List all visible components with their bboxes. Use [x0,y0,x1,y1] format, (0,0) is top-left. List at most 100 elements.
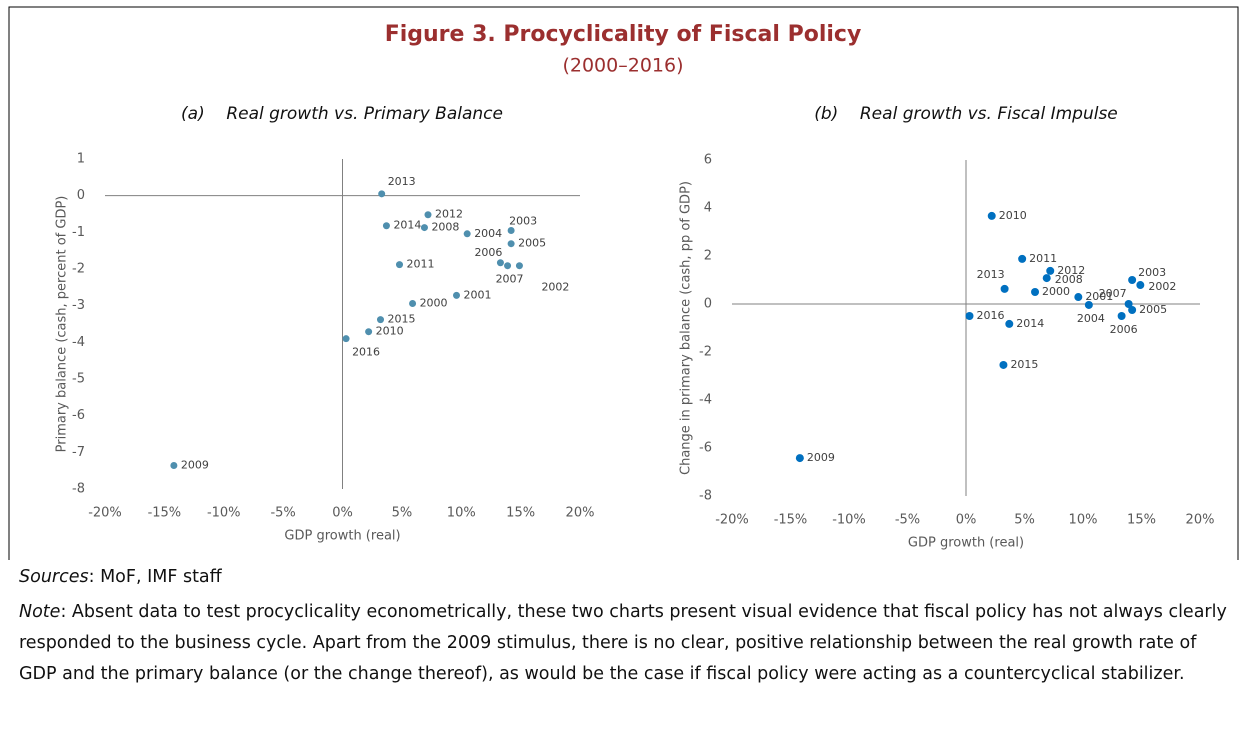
point-label: 2011 [1029,252,1057,265]
point-label: 2009 [807,451,835,464]
point [504,262,512,270]
point [1124,300,1133,308]
x-tick-label: 10% [1069,513,1098,528]
y-tick-label: -2 [699,345,712,360]
x-tick-label: 5% [392,506,413,521]
x-tick-label: 15% [1127,513,1156,528]
y-tick-label: -7 [72,445,85,460]
x-tick-label: 15% [506,506,535,521]
point-label: 2006 [474,246,502,259]
point [965,312,974,320]
point-label: 2008 [431,221,459,234]
x-axis-title: GDP growth (real) [908,536,1024,551]
point-label: 2002 [541,281,569,294]
point [515,262,523,270]
point [1018,254,1027,263]
point-label: 2006 [1110,323,1138,336]
sources-label: Sources [19,567,89,587]
point [1084,300,1093,309]
point [1000,284,1009,293]
y-tick-label: -3 [72,298,85,313]
note-label: Note [19,602,61,622]
point-label: 2012 [1057,264,1085,277]
point-label: 2009 [181,459,209,472]
point-label: 2014 [393,219,421,232]
point-label: 2000 [1042,285,1070,298]
point-label: 2005 [1139,303,1167,316]
x-tick-label: 20% [1186,513,1215,528]
point [1005,319,1014,328]
point-label: 2013 [977,268,1005,281]
point [1031,288,1040,296]
point [463,230,471,238]
y-tick-label: 6 [704,153,712,168]
point-label: 2007 [496,273,524,286]
point-label: 2014 [1016,317,1044,330]
point [1128,276,1137,284]
point [496,259,504,267]
point-label: 2012 [435,208,463,221]
sources: Sources: MoF, IMF staff [19,562,1234,593]
point-label: 2003 [509,215,537,228]
point [365,328,373,336]
y-tick-label: -5 [72,372,85,387]
x-tick-label: -20% [88,506,122,521]
point-label: 2015 [1010,358,1038,371]
y-tick-label: 0 [704,297,712,312]
y-tick-label: -1 [72,225,85,240]
x-tick-label: 10% [447,506,476,521]
point-label: 2007 [1099,287,1127,300]
figure-title: Figure 3. Procyclicality of Fiscal Polic… [385,22,862,47]
point [987,211,996,220]
point-label: 2013 [388,175,416,188]
x-tick-label: -5% [270,506,295,521]
y-tick-label: -2 [72,262,85,277]
point [1042,274,1051,283]
x-tick-label: 5% [1014,513,1035,528]
y-tick-label: 1 [77,152,85,167]
y-tick-label: -6 [699,441,712,456]
x-tick-label: 0% [332,506,353,521]
point [382,222,390,230]
x-axis-title: GDP growth (real) [284,529,400,544]
point [170,462,178,470]
x-tick-label: -15% [148,506,182,521]
sources-text: : MoF, IMF staff [88,567,222,587]
note: Note: Absent data to test procyclicality… [19,597,1234,690]
point [378,190,386,198]
y-tick-label: 2 [704,249,712,264]
point-label: 2016 [977,309,1005,322]
figure: Figure 3. Procyclicality of Fiscal Polic… [8,6,1239,560]
x-tick-label: 20% [566,506,595,521]
point-label: 2004 [1077,312,1105,325]
y-tick-label: -6 [72,408,85,423]
point [409,299,417,307]
point [396,261,403,269]
point [1074,293,1083,302]
point [507,240,515,248]
point [999,360,1008,369]
point-label: 2010 [999,209,1027,222]
y-tick-label: 4 [704,201,712,216]
y-tick-label: -4 [72,335,85,350]
figure-subtitle: (2000–2016) [562,55,683,77]
chart-title: (b) Real growth vs. Fiscal Impulse [814,104,1118,124]
footnotes: Sources: MoF, IMF staff Note: Absent dat… [19,562,1234,690]
y-tick-label: -8 [72,482,85,497]
x-tick-label: -10% [207,506,241,521]
point [420,224,428,232]
frame [8,6,1239,560]
chart-title: (a) Real growth vs. Primary Balance [181,104,503,124]
point-label: 2001 [1085,290,1113,303]
point-label: 2008 [1055,273,1083,286]
point-label: 2000 [420,296,448,309]
point [453,291,460,299]
point-label: 2003 [1138,266,1166,279]
y-axis-title: Change in primary balance (cash, pp of G… [679,181,694,475]
point [342,335,350,343]
point-label: 2016 [352,346,380,359]
y-tick-label: -4 [699,393,712,408]
point [424,211,432,219]
x-tick-label: -5% [895,513,920,528]
